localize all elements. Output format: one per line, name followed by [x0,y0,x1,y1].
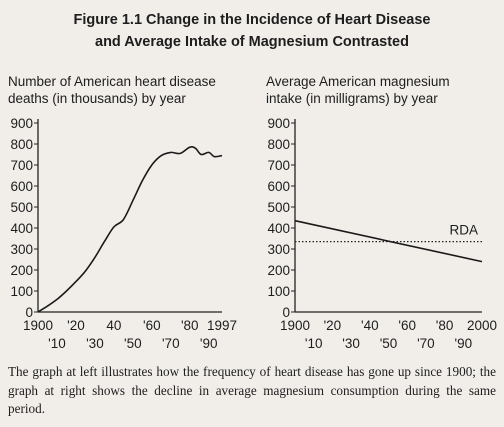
right-x-tick-label: '50 [380,336,398,351]
left-x-tick-label: 40 [106,318,121,333]
right-y-tick-label: 300 [267,242,290,257]
left-y-tick-label: 600 [10,179,33,194]
right-x-tick-label: '30 [342,336,360,351]
right-x-tick-label: '40 [361,318,379,333]
left-y-tick-label: 400 [10,221,33,236]
right-y-tick-label: 200 [267,263,290,278]
right-chart: 0 100 200 300 400 500 600 700 800 900 1900 '20 '40 '6… [267,116,497,351]
right-chart-ylabel: Average American magnesium intake (in mi… [266,73,450,107]
left-y-tick-label: 700 [10,158,33,173]
right-x-tick-label: '90 [455,336,473,351]
right-x-tick-label: 1900 [280,318,310,333]
left-y-tick-label: 0 [25,305,33,320]
left-x-tick-label: '50 [124,336,142,351]
left-x-tick-label: '30 [86,336,104,351]
left-ylabel-line1: Number of American heart disease [8,74,216,89]
right-series-line [294,219,483,263]
figure-title-line1: Figure 1.1 Change in the Incidence of He… [73,12,431,28]
right-y-tick-label: 0 [282,305,290,320]
left-y-tick-label: 100 [10,284,33,299]
left-x-tick-label: '70 [162,336,180,351]
right-y-tick-label: 700 [267,158,290,173]
right-x-tick-label: 2000 [467,318,497,333]
left-x-tick-label: '60 [143,318,161,333]
right-y-tick-label: 100 [267,284,290,299]
left-x-tick-label: '90 [200,336,218,351]
left-chart: 0 100 200 300 400 500 600 700 800 900 1900 '20 40 '60… [10,116,237,351]
right-rda-label: RDA [449,223,478,238]
right-y-tick-label: 600 [267,179,290,194]
left-chart-ylabel: Number of American heart disease deaths … [8,73,216,107]
left-y-tick-label: 300 [10,242,33,257]
left-series-line [37,146,223,313]
right-ylabel-line1: Average American magnesium [266,74,450,89]
right-y-tick-label: 800 [267,137,290,152]
right-y-tick-label: 500 [267,200,290,215]
right-y-tick-label: 900 [267,116,290,131]
right-y-tick-label: 400 [267,221,290,236]
left-ylabel-line2: deaths (in thousands) by year [8,91,186,106]
figure-title-line2: and Average Intake of Magnesium Contrast… [95,34,409,50]
right-x-tick-label: '60 [398,318,416,333]
left-y-tick-label: 500 [10,200,33,215]
left-y-tick-label: 800 [10,137,33,152]
right-x-tick-label: '10 [305,336,323,351]
left-x-tick-label: 1997 [207,318,237,333]
right-x-tick-label: '70 [417,336,435,351]
left-x-tick-label: 1900 [23,318,53,333]
right-x-tick-label: '20 [324,318,342,333]
left-y-tick-label: 900 [10,116,33,131]
left-x-tick-label: '10 [48,336,66,351]
figure-caption: The graph at left illustrates how the fr… [8,364,496,416]
right-x-tick-label: '80 [436,318,454,333]
left-y-tick-label: 200 [10,263,33,278]
left-x-tick-label: '80 [181,318,199,333]
right-ylabel-line2: intake (in milligrams) by year [266,91,438,106]
charts-canvas: 0 100 200 300 400 500 600 700 800 900 1900 '20 40 '60… [10,116,497,351]
left-x-tick-label: '20 [67,318,85,333]
